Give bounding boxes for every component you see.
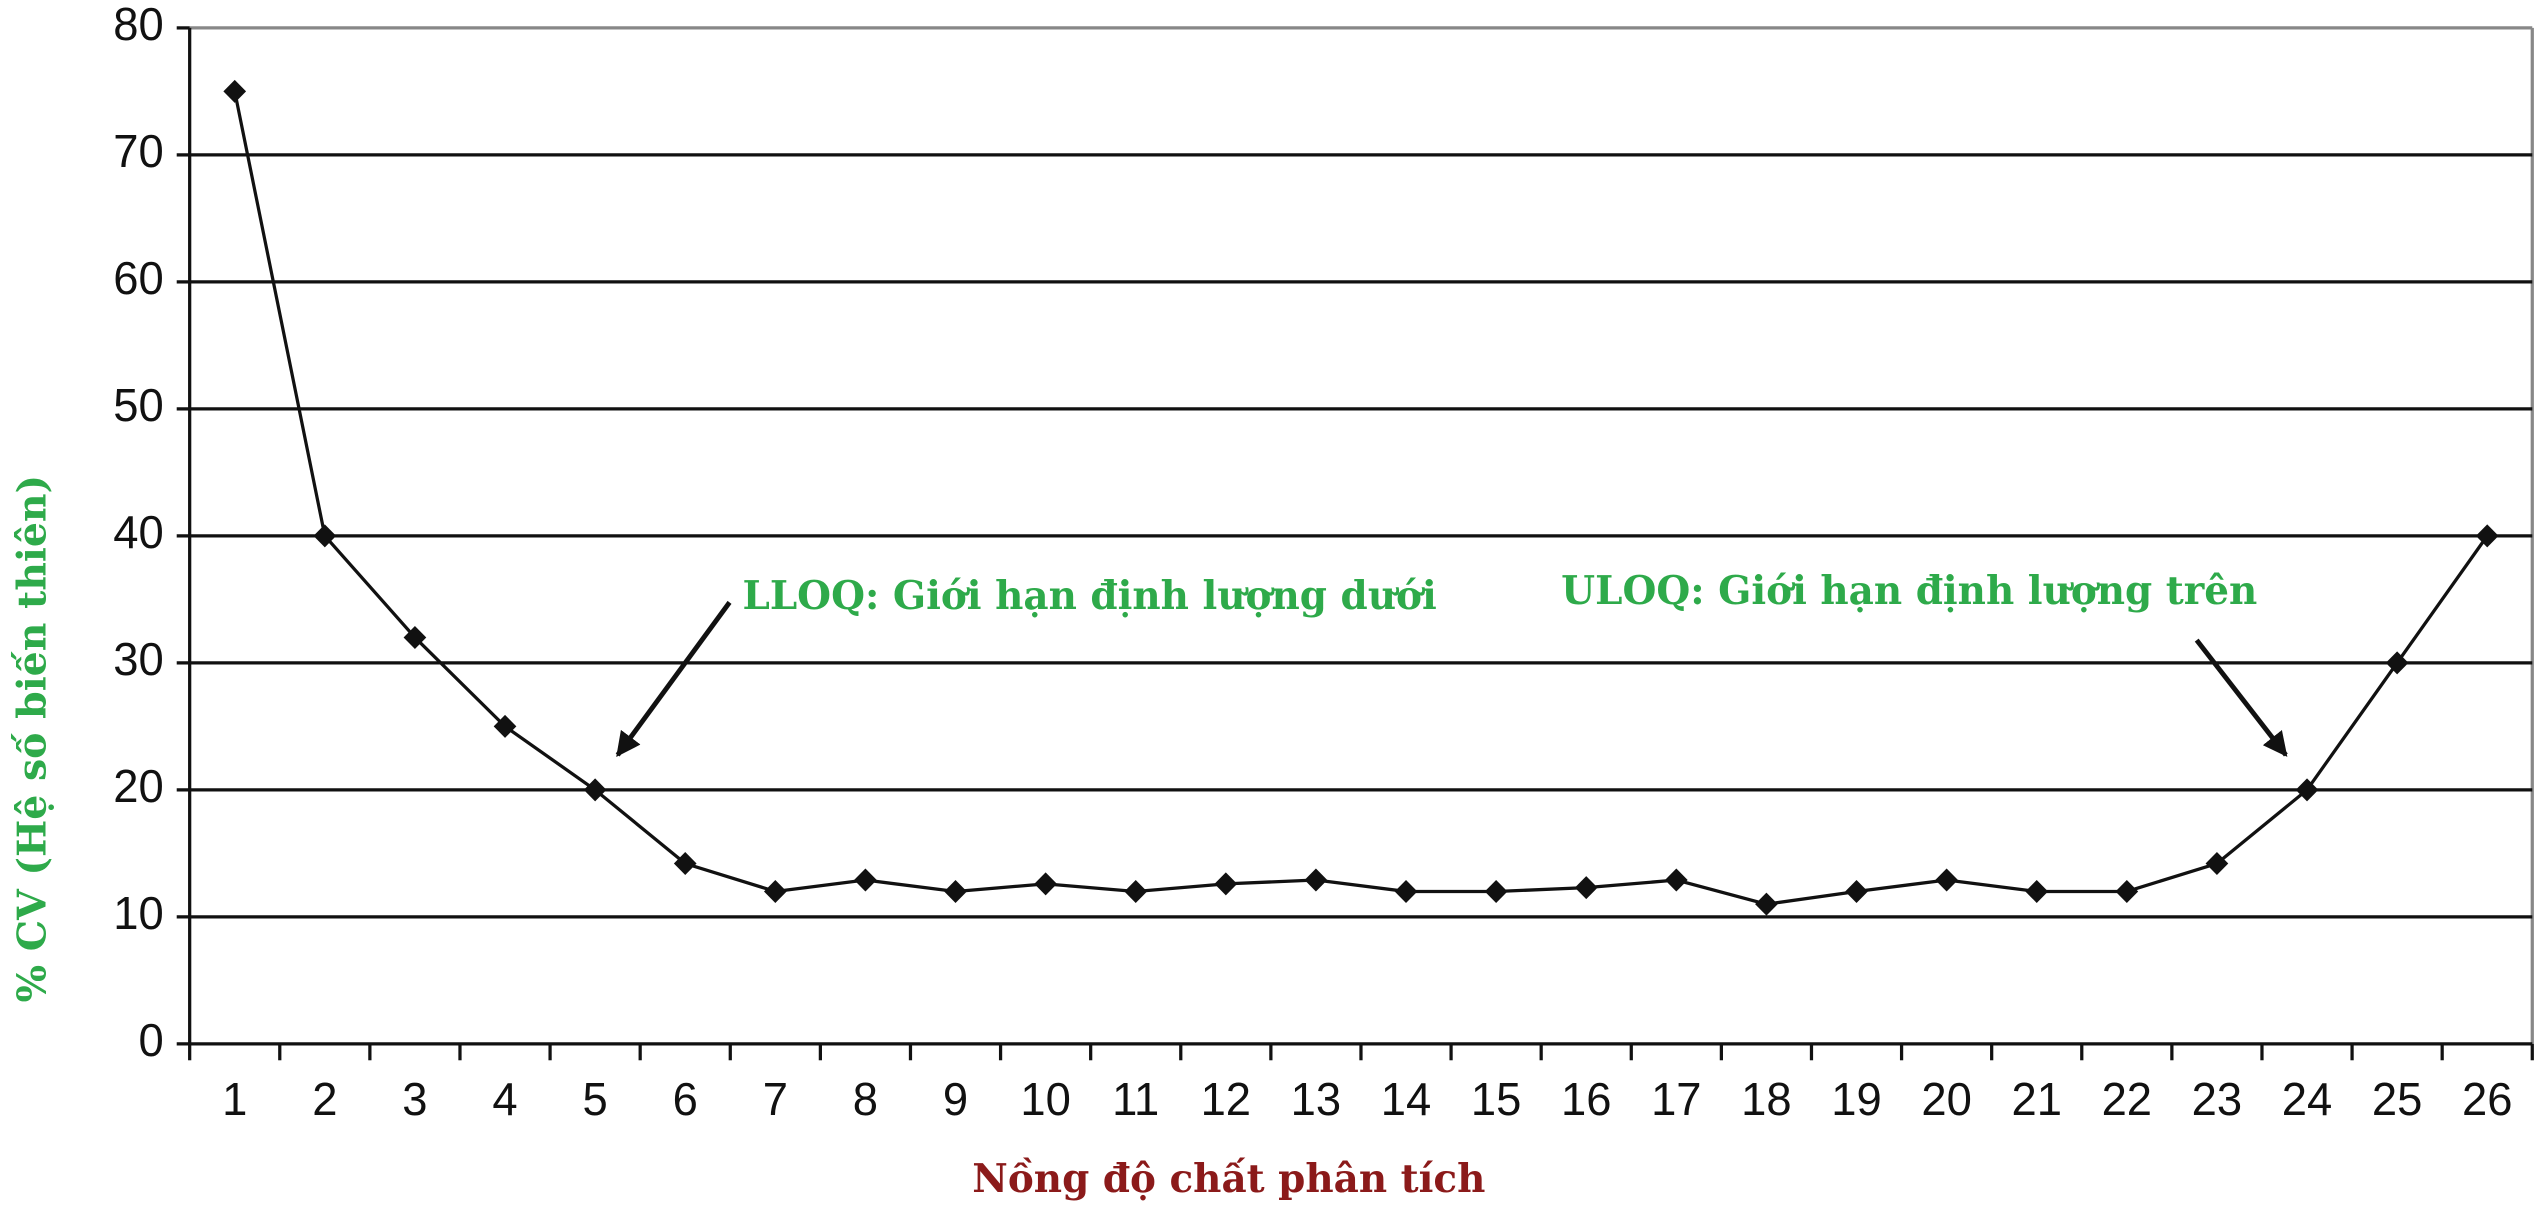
x-tick-label: 24	[2282, 1074, 2332, 1125]
data-point	[1214, 872, 1238, 896]
data-point	[1124, 879, 1148, 903]
data-line	[233, 91, 2489, 906]
x-axis-label: Nồng độ chất phân tích	[972, 1156, 1485, 1202]
data-point	[2025, 879, 2049, 903]
data-point	[944, 879, 967, 903]
annotation: ULOQ: Giới hạn định lượng trên	[1561, 568, 2257, 614]
x-tick-label: 8	[853, 1074, 878, 1125]
annotation-arrow	[615, 600, 732, 757]
x-tick-label: 26	[2462, 1074, 2512, 1125]
y-axis-label: % CV (Hệ số biến thiên)	[10, 475, 56, 1003]
x-tick-label: 9	[943, 1074, 968, 1125]
data-point	[1574, 876, 1598, 900]
annotation: LLOQ: Giới hạn định lượng dưới	[742, 573, 1436, 619]
data-point	[1304, 868, 1328, 892]
y-tick-label: 70	[113, 126, 163, 177]
x-tick-label: 25	[2372, 1074, 2422, 1125]
data-point	[403, 625, 427, 649]
data-point	[2385, 651, 2409, 675]
x-tick-label: 10	[1020, 1074, 1070, 1125]
x-tick-label: 4	[492, 1074, 517, 1125]
data-point	[1484, 879, 1508, 903]
data-point	[223, 79, 247, 103]
x-tick-label: 3	[402, 1074, 427, 1125]
data-point	[1664, 868, 1688, 892]
x-tick-label: 21	[2011, 1074, 2061, 1125]
x-tick-label: 16	[1561, 1074, 1611, 1125]
x-tick-label: 20	[1921, 1074, 1971, 1125]
y-tick-label: 20	[113, 761, 163, 812]
x-tick-label: 12	[1201, 1074, 1251, 1125]
data-point	[1755, 892, 1778, 916]
data-point	[1034, 872, 1057, 896]
x-tick-label: 19	[1831, 1074, 1881, 1125]
x-tick-label: 2	[312, 1074, 337, 1125]
y-tick-label: 10	[113, 888, 163, 939]
x-tick-label: 15	[1471, 1074, 1521, 1125]
x-tick-label: 23	[2192, 1074, 2242, 1125]
data-point	[493, 714, 517, 738]
data-point	[2475, 524, 2499, 548]
data-point	[583, 778, 607, 802]
x-tick-label: 11	[1112, 1074, 1159, 1125]
x-tick-label: 17	[1651, 1074, 1701, 1125]
data-point	[763, 879, 787, 903]
annotation-arrow	[2194, 638, 2288, 757]
data-point	[854, 868, 877, 892]
y-tick-label: 30	[113, 634, 163, 685]
data-point	[1935, 868, 1958, 892]
y-tick-label: 80	[113, 0, 163, 50]
x-tick-label: 13	[1291, 1074, 1341, 1125]
y-tick-label: 50	[113, 380, 163, 431]
data-point	[1394, 879, 1418, 903]
x-tick-label: 7	[763, 1074, 788, 1125]
x-tick-label: 18	[1741, 1074, 1791, 1125]
x-tick-label: 22	[2102, 1074, 2152, 1125]
data-point	[1845, 879, 1868, 903]
x-tick-label: 6	[673, 1074, 698, 1125]
data-point	[2115, 879, 2139, 903]
x-tick-label: 5	[583, 1074, 608, 1125]
x-tick-label: 1	[222, 1074, 247, 1125]
y-tick-label: 40	[113, 507, 163, 558]
y-tick-label: 0	[138, 1015, 163, 1066]
x-tick-label: 14	[1381, 1074, 1431, 1125]
data-point	[2295, 778, 2319, 802]
y-tick-label: 60	[113, 253, 163, 304]
data-point	[2205, 852, 2229, 876]
